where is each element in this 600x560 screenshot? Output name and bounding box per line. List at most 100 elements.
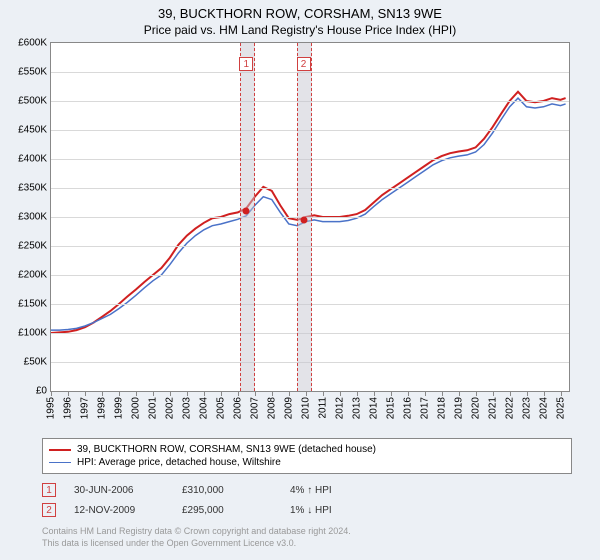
- x-tick-label: 2006: [232, 397, 243, 419]
- y-tick-label: £400K: [18, 154, 47, 165]
- sale-dot: [300, 216, 307, 223]
- sales-row: 1 30-JUN-2006 £310,000 4% ↑ HPI: [42, 480, 360, 500]
- x-tick-mark: [340, 391, 341, 396]
- y-tick-label: £100K: [18, 328, 47, 339]
- x-tick-mark: [170, 391, 171, 396]
- sales-num-box: 2: [42, 503, 56, 517]
- x-tick-label: 2013: [351, 397, 362, 419]
- sales-pct: 4% ↑ HPI: [290, 485, 360, 496]
- x-tick-mark: [544, 391, 545, 396]
- x-tick-label: 2001: [147, 397, 158, 419]
- legend-row: 39, BUCKTHORN ROW, CORSHAM, SN13 9WE (de…: [49, 443, 565, 456]
- y-tick-label: £550K: [18, 67, 47, 78]
- legend-box: 39, BUCKTHORN ROW, CORSHAM, SN13 9WE (de…: [42, 438, 572, 474]
- x-tick-mark: [255, 391, 256, 396]
- x-tick-label: 2008: [266, 397, 277, 419]
- x-tick-label: 1996: [62, 397, 73, 419]
- y-tick-label: £0: [36, 386, 47, 397]
- x-tick-mark: [459, 391, 460, 396]
- chart-area: £0£50K£100K£150K£200K£250K£300K£350K£400…: [50, 42, 570, 392]
- legend-label: 39, BUCKTHORN ROW, CORSHAM, SN13 9WE (de…: [77, 444, 376, 455]
- title-subtitle: Price paid vs. HM Land Registry's House …: [0, 23, 600, 37]
- x-tick-mark: [323, 391, 324, 396]
- x-tick-label: 2003: [181, 397, 192, 419]
- y-tick-label: £250K: [18, 241, 47, 252]
- y-tick-label: £500K: [18, 96, 47, 107]
- y-tick-label: £450K: [18, 125, 47, 136]
- x-tick-label: 2023: [521, 397, 532, 419]
- sale-band: [240, 43, 256, 391]
- x-tick-label: 1995: [46, 397, 57, 419]
- legend-swatch: [49, 449, 71, 451]
- x-tick-label: 2000: [130, 397, 141, 419]
- x-tick-label: 2014: [368, 397, 379, 419]
- x-tick-label: 2019: [453, 397, 464, 419]
- x-tick-mark: [204, 391, 205, 396]
- x-tick-label: 2002: [164, 397, 175, 419]
- sales-date: 30-JUN-2006: [74, 485, 164, 496]
- x-tick-mark: [85, 391, 86, 396]
- sale-marker-box: 2: [297, 57, 311, 71]
- sales-date: 12-NOV-2009: [74, 505, 164, 516]
- x-tick-mark: [187, 391, 188, 396]
- x-tick-label: 2010: [300, 397, 311, 419]
- x-tick-mark: [442, 391, 443, 396]
- x-tick-mark: [306, 391, 307, 396]
- x-tick-label: 2015: [385, 397, 396, 419]
- y-tick-label: £50K: [24, 357, 47, 368]
- sales-num-box: 1: [42, 483, 56, 497]
- x-tick-label: 2009: [283, 397, 294, 419]
- x-tick-mark: [408, 391, 409, 396]
- x-tick-label: 2012: [334, 397, 345, 419]
- x-tick-label: 2021: [487, 397, 498, 419]
- footer-line2: This data is licensed under the Open Gov…: [42, 538, 351, 550]
- legend-swatch: [49, 462, 71, 463]
- x-tick-mark: [357, 391, 358, 396]
- x-tick-label: 2018: [436, 397, 447, 419]
- x-tick-mark: [391, 391, 392, 396]
- x-tick-mark: [68, 391, 69, 396]
- x-tick-label: 2020: [470, 397, 481, 419]
- sales-price: £295,000: [182, 505, 272, 516]
- x-tick-mark: [272, 391, 273, 396]
- x-tick-label: 1997: [79, 397, 90, 419]
- sales-price: £310,000: [182, 485, 272, 496]
- sale-marker-box: 1: [239, 57, 253, 71]
- x-tick-mark: [561, 391, 562, 396]
- y-tick-label: £150K: [18, 299, 47, 310]
- x-tick-mark: [119, 391, 120, 396]
- x-tick-mark: [374, 391, 375, 396]
- x-tick-mark: [238, 391, 239, 396]
- x-tick-mark: [527, 391, 528, 396]
- legend-label: HPI: Average price, detached house, Wilt…: [77, 457, 281, 468]
- y-tick-label: £350K: [18, 183, 47, 194]
- x-tick-mark: [51, 391, 52, 396]
- y-tick-label: £200K: [18, 270, 47, 281]
- x-tick-label: 2024: [538, 397, 549, 419]
- footer-attribution: Contains HM Land Registry data © Crown c…: [42, 526, 351, 549]
- x-tick-mark: [425, 391, 426, 396]
- x-tick-mark: [221, 391, 222, 396]
- y-tick-label: £600K: [18, 38, 47, 49]
- sales-pct: 1% ↓ HPI: [290, 505, 360, 516]
- x-tick-label: 2007: [249, 397, 260, 419]
- sales-row: 2 12-NOV-2009 £295,000 1% ↓ HPI: [42, 500, 360, 520]
- x-tick-label: 1998: [96, 397, 107, 419]
- x-tick-label: 2011: [317, 397, 328, 419]
- x-tick-mark: [476, 391, 477, 396]
- x-tick-mark: [493, 391, 494, 396]
- x-tick-label: 2004: [198, 397, 209, 419]
- x-tick-label: 2022: [504, 397, 515, 419]
- footer-line1: Contains HM Land Registry data © Crown c…: [42, 526, 351, 538]
- title-address: 39, BUCKTHORN ROW, CORSHAM, SN13 9WE: [0, 6, 600, 21]
- x-tick-label: 2016: [402, 397, 413, 419]
- y-tick-label: £300K: [18, 212, 47, 223]
- sale-dot: [243, 208, 250, 215]
- title-block: 39, BUCKTHORN ROW, CORSHAM, SN13 9WE Pri…: [0, 0, 600, 37]
- x-tick-label: 1999: [113, 397, 124, 419]
- sales-table: 1 30-JUN-2006 £310,000 4% ↑ HPI 2 12-NOV-2009…: [42, 480, 360, 520]
- legend-row: HPI: Average price, detached house, Wilt…: [49, 456, 565, 469]
- x-tick-mark: [102, 391, 103, 396]
- x-tick-mark: [136, 391, 137, 396]
- x-tick-mark: [510, 391, 511, 396]
